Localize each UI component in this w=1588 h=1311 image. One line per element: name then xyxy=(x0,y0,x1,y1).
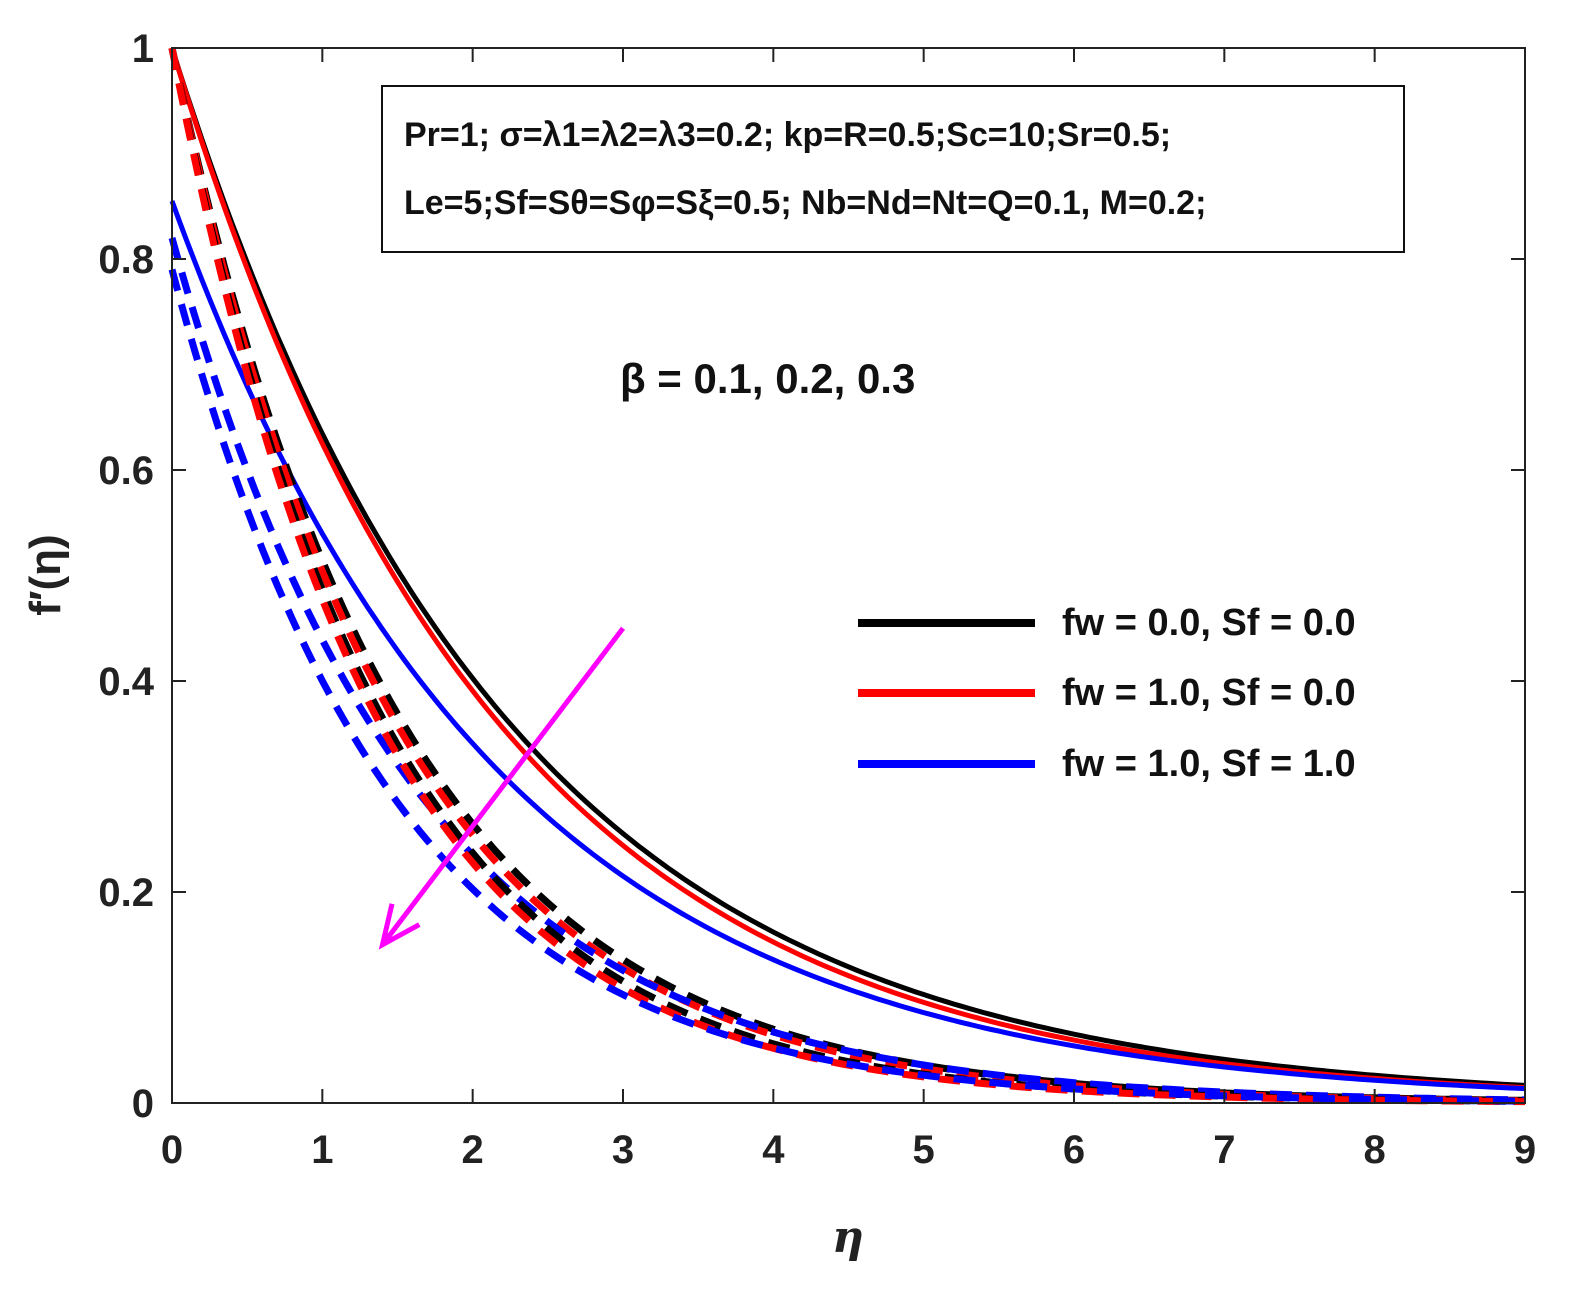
series-line-dashed xyxy=(168,268,1526,1105)
x-tick-label: 9 xyxy=(1514,1128,1536,1172)
x-tick-label: 4 xyxy=(762,1128,785,1172)
plot-frame xyxy=(171,47,1526,1104)
trend-arrow xyxy=(378,626,625,950)
params-line-2: Le=5;Sf=Sθ=Sφ=Sξ=0.5; Nb=Nd=Nt=Q=0.1, M=… xyxy=(404,184,1206,222)
params-line-1: Pr=1; σ=λ1=λ2=λ3=0.2; kp=R=0.5;Sc=10;Sr=… xyxy=(404,116,1171,154)
arrow-shaft xyxy=(380,626,625,947)
legend-label: fw = 1.0, Sf = 0.0 xyxy=(1062,672,1356,714)
x-axis-label: η xyxy=(832,1212,864,1263)
curves-layer xyxy=(168,47,1526,1106)
x-tick-label: 8 xyxy=(1364,1128,1386,1172)
y-tick-label: 0.8 xyxy=(98,238,154,282)
params-box xyxy=(381,85,1405,253)
legend-label: fw = 0.0, Sf = 0.0 xyxy=(1062,602,1356,644)
x-tick-label: 2 xyxy=(462,1128,484,1172)
x-tick-label: 7 xyxy=(1213,1128,1235,1172)
x-tick-label: 0 xyxy=(161,1128,183,1172)
x-tick-label: 5 xyxy=(913,1128,935,1172)
legend: fw = 0.0, Sf = 0.0 fw = 1.0, Sf = 0.0 fw =… xyxy=(858,602,1356,785)
x-tick-label: 1 xyxy=(311,1128,333,1172)
y-tick-label: 0.4 xyxy=(98,660,154,704)
y-tick-label: 0.6 xyxy=(98,449,154,493)
x-tick-label: 6 xyxy=(1063,1128,1085,1172)
series-line-solid xyxy=(169,47,1526,1088)
y-tick-label: 1 xyxy=(132,27,154,71)
y-axis-label: f′(η) xyxy=(21,534,70,615)
series-line-solid xyxy=(169,200,1526,1092)
series-line-dashed xyxy=(168,236,1526,1104)
tick-labels: 0 1 2 3 4 5 6 7 8 9 0 0.2 0.4 0.6 0.8 1 xyxy=(98,27,1536,1172)
beta-annotation: β = 0.1, 0.2, 0.3 xyxy=(620,355,915,402)
x-tick-label: 3 xyxy=(612,1128,634,1172)
legend-label: fw = 1.0, Sf = 1.0 xyxy=(1062,743,1356,785)
y-tick-label: 0.2 xyxy=(98,871,154,915)
tick-marks xyxy=(171,47,1526,1104)
arrow-head xyxy=(378,903,421,950)
y-tick-label: 0 xyxy=(132,1082,154,1126)
